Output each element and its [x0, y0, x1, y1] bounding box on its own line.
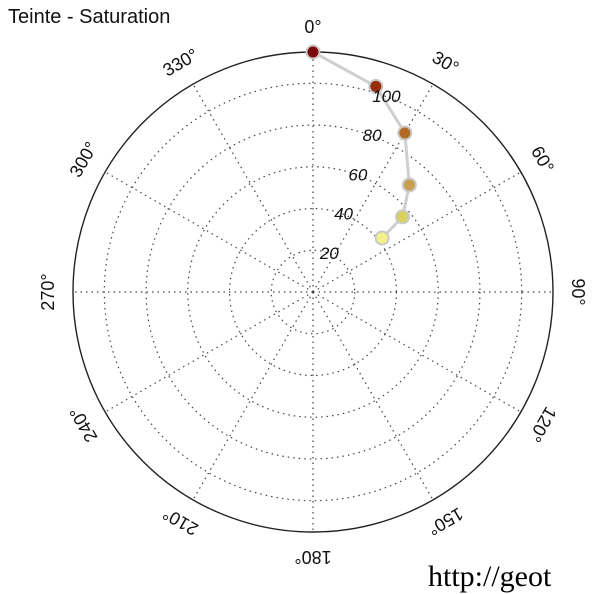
- footer-url-text: http://geot: [428, 560, 552, 593]
- angle-tick-label: 150°: [424, 504, 466, 540]
- angle-tick-label: 30°: [429, 47, 463, 78]
- data-point: [368, 78, 384, 94]
- grid-ring: [187, 166, 439, 418]
- data-point: [305, 44, 321, 60]
- series-layer: [305, 44, 417, 246]
- grid-spoke: [312, 291, 434, 501]
- data-point: [401, 177, 417, 193]
- angle-tick-label: 180°: [294, 547, 331, 567]
- chart-title: Teinte - Saturation: [8, 6, 171, 28]
- grid-spoke: [312, 171, 522, 293]
- grid-ring: [270, 249, 356, 335]
- angle-tick-label: 210°: [159, 504, 201, 540]
- grid-spoke: [104, 171, 314, 293]
- grid-spoke: [192, 83, 314, 293]
- angle-tick-label: 60°: [527, 143, 558, 177]
- radius-tick-label: 60: [348, 165, 367, 184]
- angle-tick-label: 300°: [65, 138, 101, 180]
- radius-tick-label: 20: [319, 244, 339, 263]
- radius-tick-label: 100: [372, 87, 401, 106]
- grid-ring: [145, 124, 481, 460]
- data-point: [395, 209, 411, 225]
- grid-spoke: [312, 83, 434, 293]
- angle-tick-label: 240°: [65, 403, 101, 445]
- angle-tick-label: 0°: [304, 17, 321, 37]
- angle-tick-label: 90°: [568, 278, 588, 305]
- radius-labels: 20 40 60 80 100: [319, 87, 401, 263]
- radius-tick-label: 80: [363, 126, 382, 145]
- grid-spoke: [192, 291, 314, 501]
- angle-tick-label: 330°: [159, 44, 201, 80]
- data-point: [374, 230, 390, 246]
- grid-spoke: [104, 291, 314, 413]
- data-point: [397, 125, 413, 141]
- grid-ring: [103, 82, 523, 502]
- grid-spoke: [312, 291, 522, 413]
- polar-grid: [72, 51, 554, 533]
- angle-tick-label: 270°: [38, 273, 58, 310]
- angle-tick-label: 120°: [525, 403, 561, 445]
- radius-tick-label: 40: [334, 205, 353, 224]
